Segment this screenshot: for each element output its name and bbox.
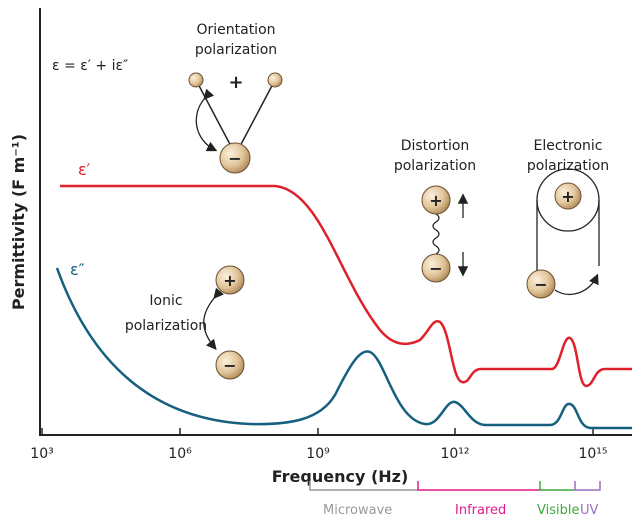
mechanism-title: polarization — [527, 158, 609, 174]
mechanism-title: Electronic — [533, 138, 602, 154]
curve-label: ε′ — [78, 160, 91, 179]
distortion: Distortion polarization + − — [394, 138, 476, 283]
real-permittivity-curve — [60, 184, 632, 388]
band-label: Visible — [537, 503, 579, 518]
mechanism-title: polarization — [125, 318, 207, 334]
charge: + — [561, 187, 574, 206]
equation: ε = ε′ + iε″ — [52, 58, 128, 74]
ionic: Ionic polarization + − — [125, 265, 245, 380]
x-tick-label: 10³ — [30, 446, 53, 462]
charge: − — [429, 259, 442, 278]
band-label: UV — [580, 503, 599, 518]
x-label: Frequency (Hz) — [272, 467, 409, 486]
imaginary-permittivity-curve — [55, 267, 632, 430]
axes — [39, 8, 632, 436]
mechanism-title: Orientation — [196, 22, 275, 38]
orientation: Orientation polarization + − — [188, 22, 283, 174]
x-tick-label: 10⁹ — [306, 446, 330, 462]
charge: − — [534, 275, 547, 294]
x-tick-label: 10¹² — [440, 446, 469, 462]
x-ticks: 10³ 10⁶ 10⁹ 10¹² 10¹⁵ — [30, 446, 607, 462]
x-tick-label: 10¹⁵ — [578, 446, 607, 462]
mechanism-title: Ionic — [149, 293, 182, 309]
mechanism-title: Distortion — [401, 138, 470, 154]
mechanism-title: polarization — [195, 42, 277, 58]
charge: − — [228, 149, 241, 168]
electronic: Electronic polarization + − — [526, 138, 609, 299]
y-label: Permittivity (F m⁻¹) — [9, 134, 28, 310]
band-label: Infrared — [455, 503, 506, 518]
mechanism-title: polarization — [394, 158, 476, 174]
spectrum-labels: Microwave Infrared Visible UV — [323, 503, 599, 518]
charge: + — [223, 271, 236, 290]
charge: + — [429, 191, 442, 210]
charge: − — [223, 356, 236, 375]
charge: + — [228, 72, 243, 93]
spectrum — [309, 481, 601, 491]
x-tick-label: 10⁶ — [168, 446, 192, 462]
curve-label: ε″ — [70, 260, 85, 279]
band-label: Microwave — [323, 503, 392, 518]
